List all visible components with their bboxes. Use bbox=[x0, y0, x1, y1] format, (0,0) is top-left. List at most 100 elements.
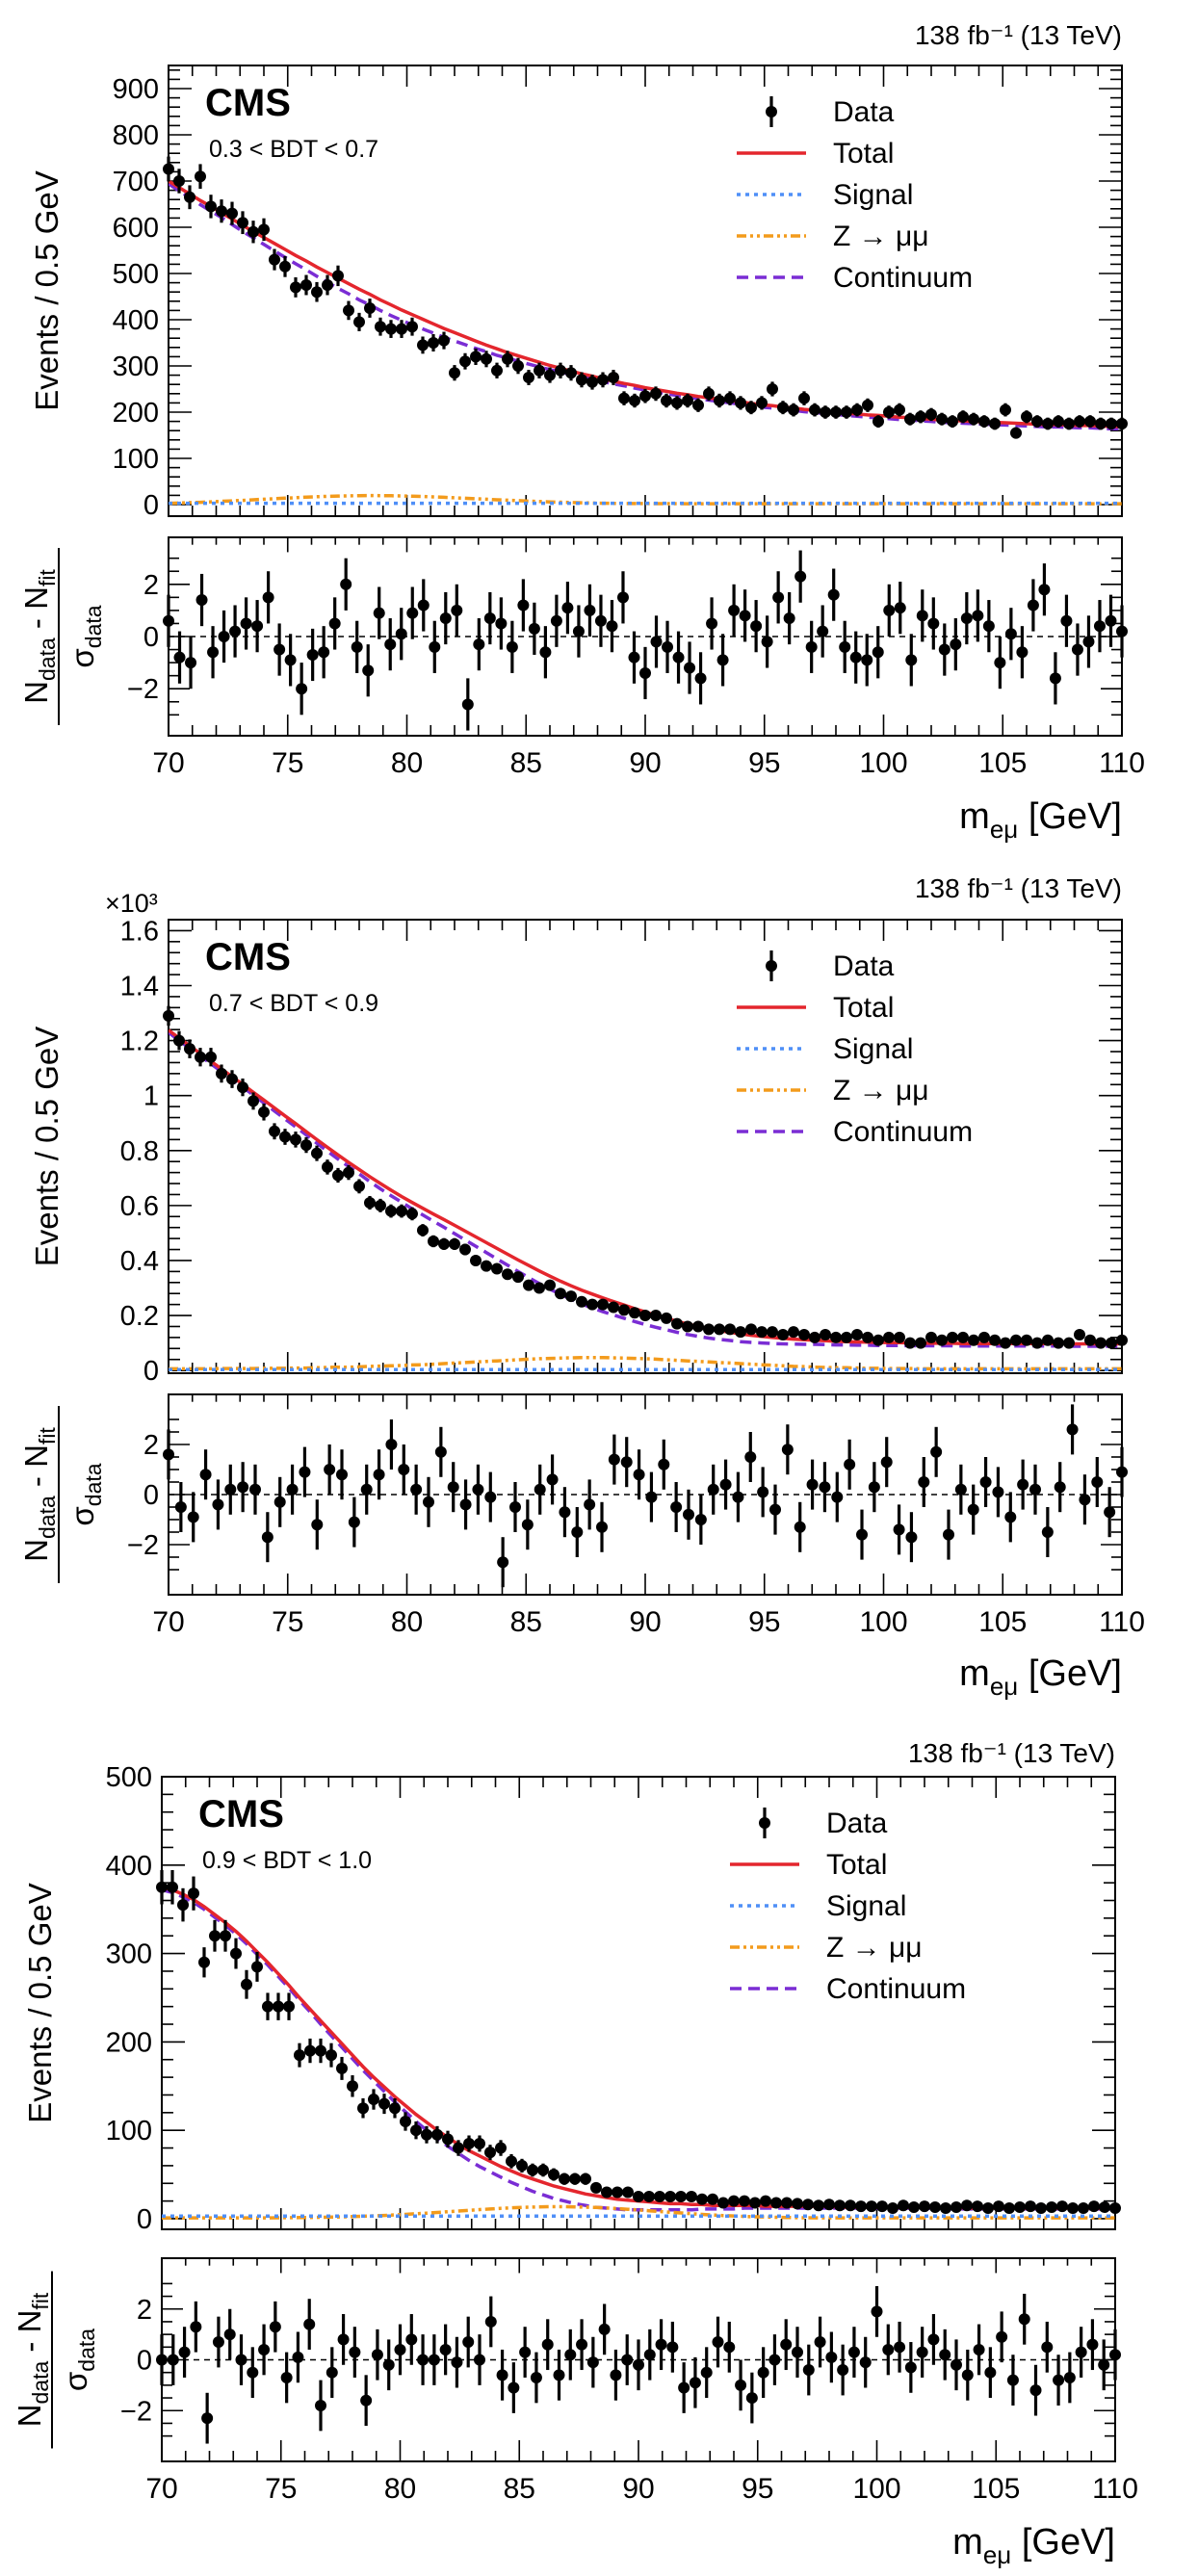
data-point bbox=[332, 270, 344, 282]
data-point bbox=[862, 1331, 873, 1343]
data-point bbox=[887, 2201, 898, 2214]
pull-point bbox=[229, 625, 242, 637]
data-point bbox=[163, 1009, 174, 1022]
pull-point bbox=[167, 2354, 179, 2366]
data-point bbox=[385, 1205, 397, 1217]
pull-point bbox=[311, 1519, 324, 1531]
data-point bbox=[512, 1271, 524, 1284]
data-point bbox=[777, 1329, 789, 1341]
data-point bbox=[375, 1199, 386, 1211]
pull-point bbox=[750, 620, 763, 633]
pull-point bbox=[384, 638, 397, 651]
pull-point bbox=[700, 2366, 713, 2379]
legend-entry-label: Data bbox=[833, 950, 895, 982]
pull-point bbox=[1109, 2349, 1121, 2361]
pull-point bbox=[723, 2341, 736, 2354]
pull-point bbox=[1116, 625, 1128, 637]
ratio-y-tick-label: −2 bbox=[127, 1530, 159, 1561]
data-point bbox=[777, 402, 789, 414]
pull-point bbox=[173, 651, 186, 664]
pull-point bbox=[509, 1501, 521, 1513]
y-axis-title: Events / 0.5 GeV bbox=[29, 170, 65, 410]
pull-point bbox=[1041, 2341, 1054, 2354]
data-point bbox=[686, 2191, 697, 2203]
y-tick-label: 400 bbox=[113, 305, 159, 336]
data-point bbox=[565, 1290, 577, 1303]
data-point bbox=[188, 1887, 199, 1900]
pull-point bbox=[882, 2343, 895, 2355]
pull-point bbox=[201, 2412, 214, 2425]
data-point bbox=[951, 2201, 962, 2214]
data-point bbox=[745, 402, 757, 414]
legend-data-marker bbox=[766, 960, 777, 972]
pull-point bbox=[610, 2369, 622, 2381]
data-point bbox=[481, 352, 492, 365]
pull-point bbox=[296, 683, 308, 695]
pull-point bbox=[772, 591, 785, 604]
pull-point bbox=[1017, 1478, 1029, 1491]
x-tick-label: 85 bbox=[504, 2473, 535, 2505]
data-point bbox=[576, 1295, 587, 1308]
pull-point bbox=[284, 654, 297, 666]
pull-point bbox=[650, 636, 663, 648]
pull-point bbox=[973, 2343, 985, 2355]
pull-point bbox=[670, 1501, 683, 1513]
pull-point bbox=[439, 2343, 452, 2355]
data-point bbox=[544, 1279, 556, 1291]
pull-point bbox=[905, 1531, 918, 1544]
data-point bbox=[343, 1166, 354, 1179]
data-point bbox=[947, 1331, 958, 1343]
data-point bbox=[1035, 2201, 1047, 2214]
data-point bbox=[650, 387, 662, 400]
pull-point bbox=[586, 2356, 599, 2369]
data-point bbox=[220, 1930, 231, 1942]
experiment-label: CMS bbox=[198, 1793, 284, 1835]
data-point bbox=[929, 2201, 941, 2214]
ratio-y-tick-label: 2 bbox=[143, 1430, 159, 1461]
data-point bbox=[696, 2193, 708, 2205]
pull-point bbox=[451, 2356, 463, 2369]
data-point bbox=[919, 2200, 930, 2213]
data-point bbox=[279, 260, 291, 273]
legend-entry-label: Total bbox=[833, 138, 894, 169]
data-point bbox=[258, 1106, 270, 1118]
ratio-y-tick-label: 2 bbox=[137, 2295, 152, 2326]
data-point bbox=[205, 200, 217, 213]
pull-point bbox=[1104, 1506, 1116, 1519]
pull-point bbox=[861, 654, 873, 666]
data-point bbox=[633, 2191, 644, 2203]
legend-entry-label: Total bbox=[826, 1849, 887, 1881]
data-point bbox=[576, 374, 587, 386]
pull-point bbox=[434, 1445, 447, 1458]
data-point bbox=[851, 403, 863, 416]
data-point bbox=[555, 1288, 566, 1300]
pull-point bbox=[258, 2343, 271, 2355]
pull-point bbox=[371, 2349, 383, 2361]
data-point bbox=[597, 374, 609, 386]
pull-point bbox=[235, 2354, 247, 2366]
data-point bbox=[438, 334, 450, 347]
pull-point bbox=[1029, 1483, 1041, 1496]
pull-point bbox=[428, 2354, 440, 2366]
pull-point bbox=[472, 1483, 484, 1496]
pull-point bbox=[584, 604, 596, 616]
pull-point bbox=[462, 2336, 475, 2349]
pull-point bbox=[326, 2366, 338, 2379]
ratio-title-numerator: Ndata - Nfit bbox=[12, 2292, 53, 2427]
data-point bbox=[396, 323, 407, 335]
ratio-y-tick-label: −2 bbox=[120, 2396, 152, 2427]
pull-point bbox=[362, 664, 375, 677]
pull-point bbox=[666, 2341, 679, 2354]
pull-point bbox=[1075, 2346, 1087, 2358]
data-point bbox=[195, 1051, 206, 1063]
data-point bbox=[1109, 2201, 1121, 2214]
data-point bbox=[400, 2116, 411, 2128]
pull-point bbox=[960, 612, 973, 625]
pull-point bbox=[1105, 614, 1117, 627]
data-point bbox=[368, 2094, 379, 2106]
pull-point bbox=[927, 2333, 940, 2346]
data-point bbox=[809, 1331, 820, 1343]
data-point bbox=[802, 2199, 814, 2211]
